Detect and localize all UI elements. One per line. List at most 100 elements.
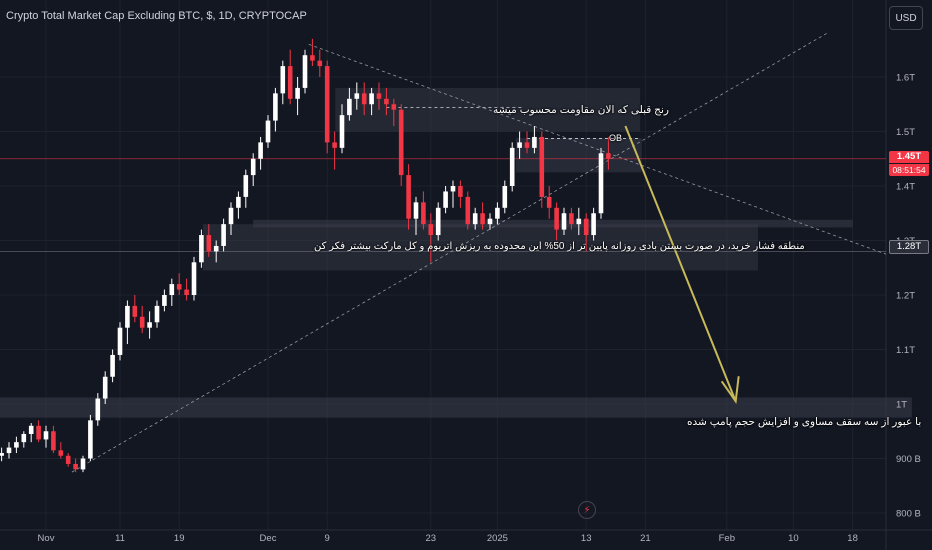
candle-body xyxy=(495,207,500,219)
candle-body xyxy=(169,284,175,295)
ob-label: OB xyxy=(609,133,623,143)
x-tick-label: 10 xyxy=(788,533,799,544)
ob-zone xyxy=(515,138,642,173)
x-tick-label: Nov xyxy=(38,533,55,544)
x-tick-label: 13 xyxy=(581,533,592,544)
y-tick-label: 1.1T xyxy=(896,345,915,356)
candle-body xyxy=(147,322,152,328)
candle-body xyxy=(339,115,345,148)
x-tick-label: 18 xyxy=(847,533,858,544)
y-tick-label: 1.5T xyxy=(896,127,915,138)
candle-body xyxy=(6,447,12,454)
candle-body xyxy=(43,431,49,440)
countdown-badge: 08:51:54 xyxy=(889,164,929,176)
countdown-value: 08:51:54 xyxy=(892,165,926,175)
candle-body xyxy=(228,207,234,225)
x-tick-label: 11 xyxy=(115,533,125,544)
candle-body xyxy=(421,202,426,225)
candle-body xyxy=(413,202,419,219)
candle-body xyxy=(236,196,241,208)
currency-button[interactable]: USD xyxy=(889,6,923,30)
x-tick-label: 2025 xyxy=(487,533,508,544)
candle-body xyxy=(250,158,256,176)
candle-body xyxy=(487,218,493,225)
y-tick-label: 1.2T xyxy=(896,291,915,302)
y-tick-label: 900 B xyxy=(896,454,921,465)
x-tick-label: Dec xyxy=(260,533,277,544)
candle-body xyxy=(384,98,389,105)
candle-body xyxy=(509,147,515,186)
candle-body xyxy=(517,142,522,148)
y-tick-label: 1T xyxy=(896,400,907,411)
candle-body xyxy=(184,289,189,295)
candle-body xyxy=(591,213,596,236)
last-price-badge: 1.45T xyxy=(889,151,929,163)
arrow-head xyxy=(720,376,740,404)
candle-body xyxy=(14,442,19,448)
crosshair-price-value: 1.28T xyxy=(896,241,922,252)
crosshair-price-badge: 1.28T xyxy=(889,240,929,254)
candle-body xyxy=(546,196,552,208)
candle-body xyxy=(302,55,308,88)
candle-body xyxy=(458,186,463,197)
candles xyxy=(0,38,611,473)
buy-pressure-zone xyxy=(202,224,758,271)
y-tick-label: 1.4T xyxy=(896,182,915,193)
candle-body xyxy=(295,87,300,99)
candle-body xyxy=(258,142,263,159)
resistance-label: رنج قبلی که الان مقاومت محسوب میشه xyxy=(493,104,669,116)
chart-title: Crypto Total Market Cap Excluding BTC, $… xyxy=(6,10,307,22)
pump-zone xyxy=(0,397,912,418)
x-tick-label: 23 xyxy=(426,533,437,544)
candle-body xyxy=(376,93,382,99)
candle-body xyxy=(406,175,411,219)
candle-body xyxy=(36,425,41,440)
candle-body xyxy=(606,153,611,159)
candle-body xyxy=(58,450,64,456)
candle-body xyxy=(561,213,567,230)
candle-body xyxy=(273,93,278,121)
candle-body xyxy=(95,398,101,421)
candle-body xyxy=(51,431,56,451)
arrow-shaft xyxy=(624,125,737,402)
candle-body xyxy=(132,305,138,317)
x-tick-label: 9 xyxy=(325,533,330,544)
last-price-value: 1.45T xyxy=(896,151,922,162)
candle-body xyxy=(465,196,471,225)
candle-body xyxy=(598,153,604,214)
candle-body xyxy=(391,104,397,110)
candle-body xyxy=(480,213,485,225)
x-tick-label: 19 xyxy=(174,533,185,544)
zones xyxy=(0,87,912,418)
candle-body xyxy=(139,316,145,328)
candle-body xyxy=(435,207,441,236)
candle-body xyxy=(28,425,34,434)
candle-body xyxy=(287,66,293,99)
candle-body xyxy=(317,60,323,67)
candle-body xyxy=(88,420,93,459)
y-tick-label: 1.6T xyxy=(896,73,915,84)
candle-body xyxy=(21,433,27,443)
candle-body xyxy=(162,295,167,306)
descending-trendline xyxy=(308,43,887,255)
candle-body xyxy=(472,213,478,225)
candle-body xyxy=(332,142,337,148)
candle-body xyxy=(324,66,330,143)
candle-body xyxy=(80,458,86,470)
candle-body xyxy=(369,93,374,105)
candle-body xyxy=(125,305,130,328)
lightning-icon[interactable]: ⚡ xyxy=(578,501,596,519)
candle-body xyxy=(583,218,589,236)
candle-body xyxy=(554,207,559,230)
candle-body xyxy=(524,142,530,148)
candle-body xyxy=(361,93,367,105)
ascending-trendline xyxy=(71,33,827,473)
candle-body xyxy=(199,235,204,263)
candle-body xyxy=(265,120,271,143)
candle-body xyxy=(569,213,574,225)
trendlines xyxy=(0,33,887,473)
candle-body xyxy=(176,284,182,290)
